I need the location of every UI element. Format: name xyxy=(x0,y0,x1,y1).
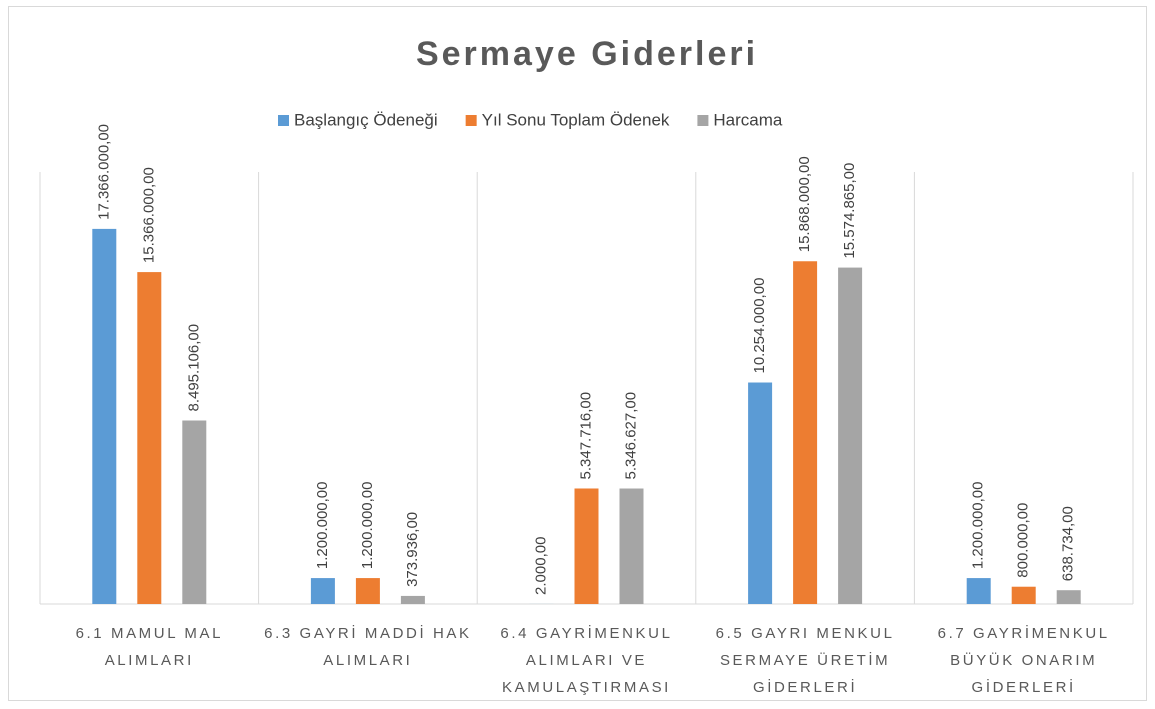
legend-label: Başlangıç Ödeneği xyxy=(294,110,438,129)
value-label: 2.000,00 xyxy=(532,537,549,595)
chart-title: Sermaye Giderleri xyxy=(416,35,758,73)
bar xyxy=(619,488,644,604)
x-tick-label: 6.1 MAMUL MAL ALIMLARI xyxy=(75,625,224,669)
bar xyxy=(748,382,773,604)
bar xyxy=(838,267,863,604)
value-label: 5.346.627,00 xyxy=(622,392,639,480)
value-label: 10.254.000,00 xyxy=(751,278,768,374)
value-label: 1.200.000,00 xyxy=(359,481,376,569)
legend-label: Yıl Sonu Toplam Ödenek xyxy=(482,110,670,129)
value-label: 15.366.000,00 xyxy=(140,167,157,263)
value-label: 8.495.106,00 xyxy=(185,324,202,412)
value-label: 800.000,00 xyxy=(1015,503,1032,578)
value-label: 373.936,00 xyxy=(404,512,421,587)
value-label: 1.200.000,00 xyxy=(314,481,331,569)
legend-swatch xyxy=(697,115,709,126)
bar xyxy=(400,595,425,604)
value-label: 1.200.000,00 xyxy=(970,481,987,569)
bar xyxy=(310,578,335,604)
x-tick-label: 6.4 GAYRİMENKUL ALIMLARI VE KAMULAŞTIRMA… xyxy=(500,625,673,696)
bar xyxy=(355,578,380,604)
x-tick-label: 6.3 GAYRİ MADDİ HAK ALIMLARI xyxy=(264,625,472,669)
value-label: 15.868.000,00 xyxy=(796,156,813,252)
bar xyxy=(137,272,162,604)
x-tick-label: 6.5 GAYRI MENKUL SERMAYE ÜRETİM GİDERLER… xyxy=(715,625,895,696)
value-label: 638.734,00 xyxy=(1060,506,1077,581)
bar xyxy=(793,261,818,604)
x-tick-label: 6.7 GAYRİMENKUL BÜYÜK ONARIM GİDERLERİ xyxy=(937,625,1110,696)
legend-swatch xyxy=(278,115,289,126)
bar xyxy=(574,488,599,604)
value-label: 17.366.000,00 xyxy=(95,124,112,220)
bar xyxy=(182,420,207,604)
legend-label: Harcama xyxy=(713,110,783,129)
bar xyxy=(92,228,117,604)
legend-swatch xyxy=(465,115,477,126)
bar xyxy=(966,578,991,604)
bar xyxy=(1011,586,1036,604)
value-label: 5.347.716,00 xyxy=(577,392,594,480)
value-label: 15.574.865,00 xyxy=(841,163,858,259)
bar xyxy=(1056,590,1081,604)
